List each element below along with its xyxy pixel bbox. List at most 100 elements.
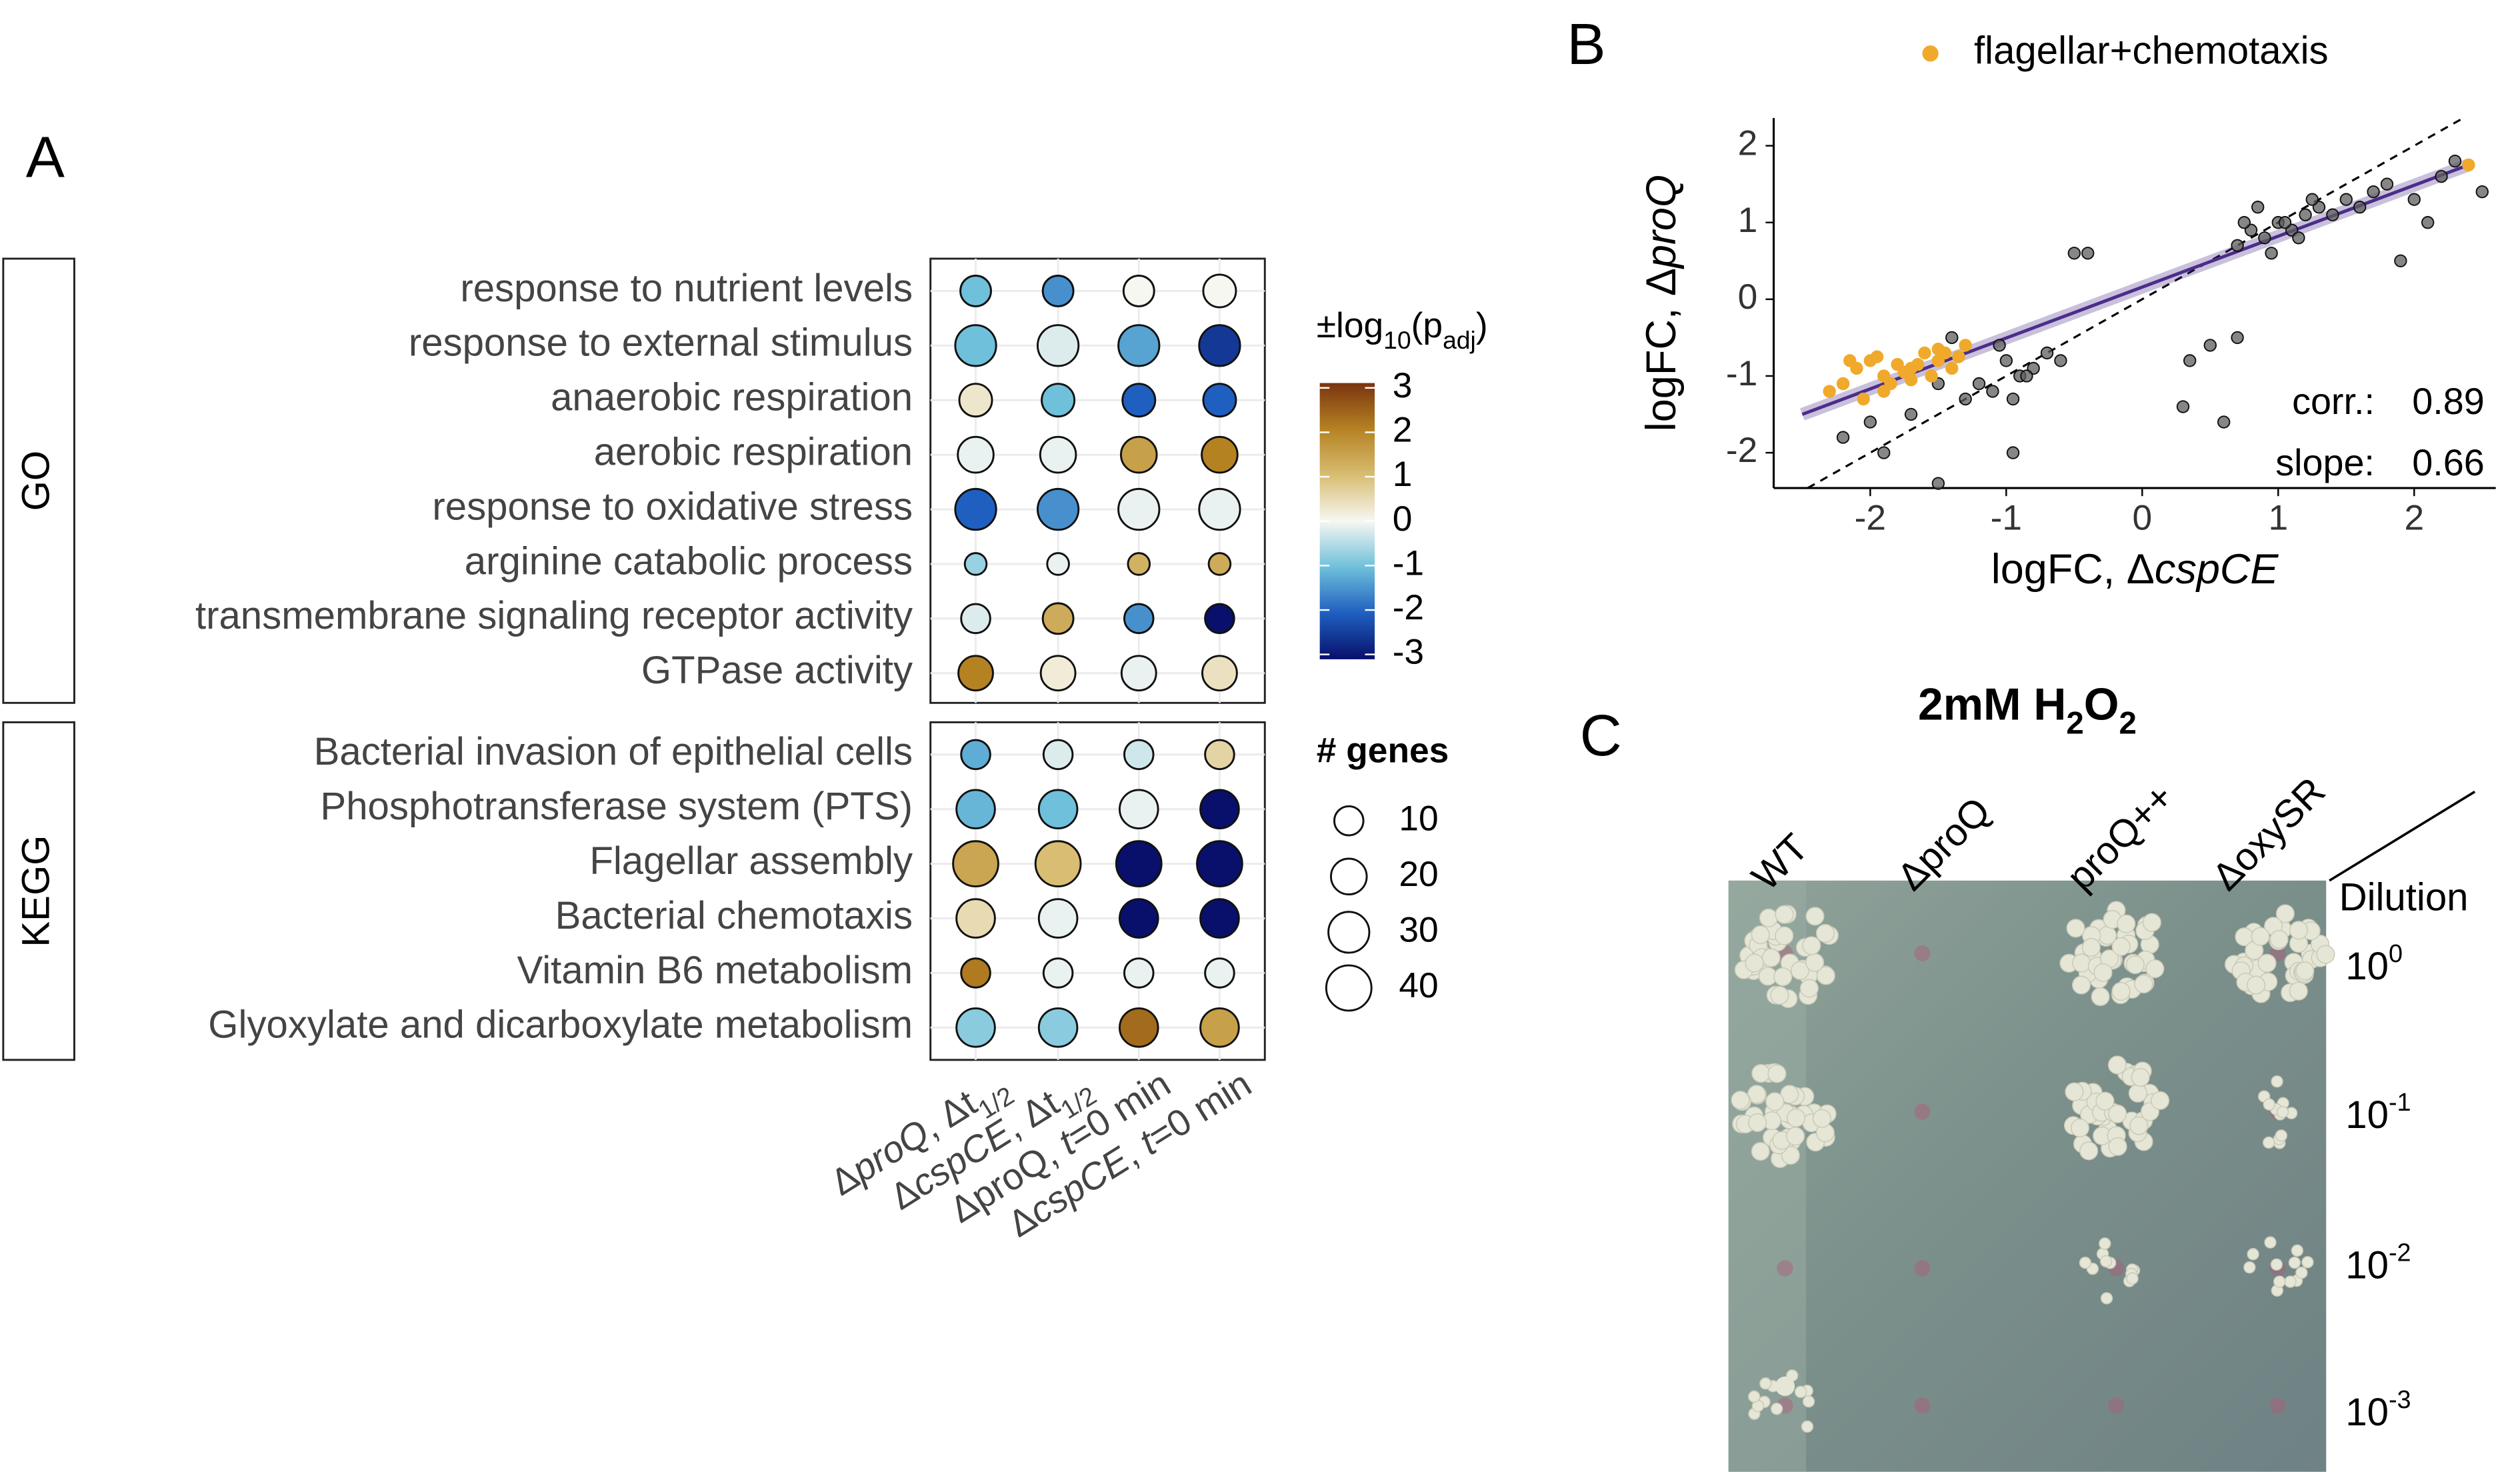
dot bbox=[1199, 898, 1240, 939]
size-legend-title: # genes bbox=[1317, 731, 1449, 771]
text-segment: 2 bbox=[2119, 706, 2137, 741]
row-label: aerobic respiration bbox=[594, 431, 913, 474]
point bbox=[2448, 154, 2462, 168]
colony bbox=[2081, 938, 2101, 957]
point bbox=[2020, 369, 2033, 383]
colony bbox=[1759, 1377, 1772, 1390]
colony bbox=[2316, 945, 2335, 964]
dot bbox=[1204, 603, 1235, 635]
point bbox=[1863, 415, 1877, 429]
colony bbox=[2072, 953, 2091, 973]
point bbox=[1952, 350, 1965, 363]
point bbox=[2394, 254, 2407, 267]
point bbox=[2292, 231, 2305, 245]
point bbox=[1925, 369, 1938, 383]
point bbox=[2231, 239, 2244, 252]
point bbox=[2265, 247, 2278, 260]
text-segment: ±log bbox=[1317, 306, 1383, 345]
legend-key bbox=[1922, 45, 1939, 62]
colony bbox=[1770, 1403, 1783, 1415]
text-segment: ) bbox=[1476, 306, 1488, 345]
x-axis-label: logFC, ΔcspCE bbox=[1991, 546, 2279, 593]
dot bbox=[1034, 840, 1082, 888]
spot-pink bbox=[1914, 1397, 1931, 1414]
dot bbox=[1042, 739, 1074, 771]
colony bbox=[1770, 985, 1789, 1005]
size-legend-label: 10 bbox=[1399, 799, 1438, 838]
dot bbox=[1037, 789, 1079, 830]
dilution-label: 10-2 bbox=[2345, 1239, 2411, 1287]
colony bbox=[2247, 1248, 2259, 1261]
colony bbox=[1802, 936, 1821, 955]
panel-label: A bbox=[26, 125, 65, 190]
dot bbox=[1123, 603, 1155, 635]
dot bbox=[1123, 957, 1155, 989]
colony bbox=[2066, 919, 2085, 938]
point bbox=[1959, 339, 1972, 352]
colony bbox=[2251, 927, 2270, 946]
colorbar-tick-label: -3 bbox=[1393, 633, 1424, 672]
text-segment: (p bbox=[1411, 306, 1443, 345]
colony bbox=[2129, 1116, 2149, 1135]
colony bbox=[2269, 929, 2289, 949]
dot bbox=[1041, 602, 1075, 635]
dot bbox=[1120, 655, 1157, 692]
point bbox=[2203, 339, 2217, 352]
colony bbox=[1765, 1092, 1785, 1111]
colony bbox=[2091, 987, 2110, 1007]
colony bbox=[2289, 981, 2308, 1001]
colorbar-tick-label: 2 bbox=[1393, 411, 1413, 450]
colony bbox=[1786, 1127, 1805, 1146]
dot bbox=[957, 435, 995, 474]
colony bbox=[1799, 979, 1819, 998]
dilution-header: Dilution bbox=[2339, 875, 2469, 919]
colony bbox=[2079, 1141, 2099, 1161]
colony bbox=[2151, 1091, 2170, 1110]
dot bbox=[1036, 487, 1080, 531]
colony bbox=[2108, 1104, 2127, 1123]
text-segment: adj bbox=[1443, 326, 1476, 354]
text-segment: 10 bbox=[2345, 1244, 2389, 1287]
colony bbox=[1802, 1395, 1815, 1408]
point bbox=[2081, 247, 2095, 260]
size-legend-key bbox=[1330, 857, 1368, 896]
spot-pink bbox=[2108, 1397, 2125, 1414]
colony bbox=[1745, 953, 1764, 973]
colony bbox=[2289, 921, 2309, 940]
colony bbox=[2295, 961, 2315, 981]
point bbox=[1959, 392, 1972, 406]
colony bbox=[2065, 1082, 2084, 1101]
y-tick-label: 1 bbox=[1738, 201, 1758, 240]
point bbox=[2475, 185, 2489, 199]
annotation-value: 0.66 bbox=[2412, 442, 2484, 483]
colony bbox=[2262, 1136, 2275, 1149]
group-box bbox=[2, 721, 75, 1061]
colony bbox=[2125, 955, 2145, 975]
colony bbox=[2263, 1098, 2275, 1111]
dot bbox=[1039, 435, 1077, 474]
point bbox=[2305, 193, 2319, 206]
size-legend-key bbox=[1325, 964, 1373, 1012]
row-label: Bacterial invasion of epithelial cells bbox=[314, 730, 913, 773]
colony bbox=[1786, 1108, 1806, 1127]
point bbox=[2326, 208, 2339, 221]
colony bbox=[1747, 1113, 1767, 1132]
text-segment: cspCE bbox=[2155, 546, 2279, 593]
colony bbox=[2275, 904, 2295, 923]
row-label: response to nutrient levels bbox=[460, 267, 913, 310]
dot bbox=[955, 898, 996, 939]
row-label: transmembrane signaling receptor activit… bbox=[195, 594, 913, 637]
point bbox=[2380, 177, 2394, 191]
colony bbox=[2079, 1256, 2092, 1269]
row-label: anaerobic respiration bbox=[551, 376, 913, 419]
point bbox=[2278, 216, 2292, 229]
size-legend-label: 30 bbox=[1399, 910, 1438, 949]
dot bbox=[1036, 324, 1080, 367]
dot bbox=[960, 739, 991, 771]
dot bbox=[1118, 898, 1159, 939]
dot bbox=[955, 789, 996, 830]
point bbox=[2054, 354, 2067, 367]
text-segment: -3 bbox=[2389, 1386, 2411, 1414]
dot bbox=[1201, 435, 1239, 474]
